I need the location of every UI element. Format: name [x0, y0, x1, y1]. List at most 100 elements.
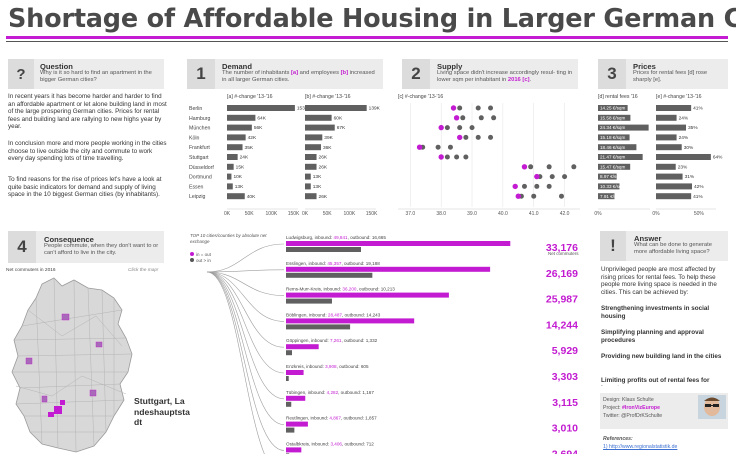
rental-fee-bar: [598, 163, 631, 170]
rent-change-bar: [656, 173, 683, 180]
credit-project: Project: #IronVizEurope: [603, 405, 660, 411]
city-label: Frankfurt: [189, 145, 210, 151]
neighbor-county[interactable]: [60, 400, 65, 405]
county-highlight[interactable]: [41, 395, 48, 403]
commuter-link: [206, 243, 285, 273]
legend-in: in = out: [190, 252, 211, 257]
answer-item-3: Providing new building land in the citie…: [601, 353, 722, 360]
reference-1[interactable]: 1) http://www.regionalstatistik.de: [603, 444, 678, 450]
answer-item-2: Simplifying planning and approval proced…: [601, 329, 704, 344]
rental-fee-value-label: 18.46 €/sqm: [600, 145, 625, 150]
inhabitants-tick: 50K: [245, 211, 255, 217]
living-space-tick: 37.0: [405, 211, 415, 217]
living-space-dot-2016: [456, 134, 463, 141]
commuter-region-label: Böblingen, inbound: 28,487, outbound: 14…: [286, 312, 381, 317]
prices-title: Prices: [633, 62, 656, 71]
commuter-link: [206, 271, 285, 451]
rent-change-bar: [656, 144, 682, 151]
inbound-bar[interactable]: [286, 318, 415, 324]
inhabitants-tick: 0K: [224, 211, 231, 217]
commuter-region-label: Tübingen, inbound: 4,282, outbound: 1,16…: [286, 390, 374, 395]
living-space-dot-past: [454, 154, 460, 160]
city-label: Köln: [189, 135, 199, 141]
supply-title: Supply: [437, 62, 463, 71]
living-space-dot-2016: [416, 144, 423, 150]
commuter-link: [206, 269, 285, 273]
outbound-bar[interactable]: [286, 272, 373, 278]
inbound-bar[interactable]: [286, 344, 319, 350]
rent-change-bar: [656, 163, 676, 170]
inhabitants-value-label: 153K: [297, 106, 309, 112]
city-label: Hamburg: [189, 116, 210, 122]
inhabitants-title: [a] #-change '13-'16: [227, 94, 273, 100]
answer-item-4: Limiting profits out of rental fees for …: [601, 377, 710, 386]
employees-value-label: 26K: [319, 155, 328, 161]
question-paragraph-1: In recent years it has become harder and…: [8, 93, 167, 131]
employees-value-label: 13K: [313, 174, 322, 180]
net-commuter-value: 2,694: [552, 448, 578, 454]
county-highlight[interactable]: [89, 389, 97, 397]
demand-title: Demand: [222, 62, 252, 71]
county-highlight[interactable]: [25, 357, 33, 365]
living-space-dot-past: [463, 154, 469, 160]
living-space-dot-past: [558, 193, 564, 199]
inhabitants-bar: [227, 114, 256, 121]
inhabitants-bar: [227, 144, 243, 151]
inbound-bar[interactable]: [286, 421, 308, 427]
living-space-dot-past: [546, 183, 552, 189]
net-commuter-value: 3,303: [552, 371, 578, 383]
rent-change-title: [e] #-change '13-'16: [656, 94, 702, 100]
employees-bar: [305, 163, 317, 170]
employees-tick: 150K: [366, 211, 378, 217]
living-space-dot-past: [457, 105, 463, 111]
living-space-dot-2016: [512, 183, 518, 190]
city-label: Essen: [189, 184, 204, 190]
title-rule: [6, 41, 728, 42]
references-title: References:: [603, 436, 633, 442]
rent-change-value-label: 35%: [688, 125, 698, 131]
answer-icon: !: [600, 231, 626, 261]
living-space-dot-past: [435, 144, 441, 150]
inbound-bar[interactable]: [286, 370, 304, 375]
legend-out: out > in: [190, 258, 211, 263]
commuter-link: [206, 271, 285, 322]
rental-fee-tick: 0%: [594, 211, 602, 217]
inhabitants-bar: [227, 163, 234, 170]
county-highlight[interactable]: [61, 313, 70, 321]
inbound-bar[interactable]: [286, 447, 302, 453]
inhabitants-value-label: 64K: [257, 115, 266, 121]
consequence-title: Consequence: [44, 235, 94, 244]
inbound-bar[interactable]: [286, 395, 306, 401]
county-highlight[interactable]: [95, 341, 103, 348]
outbound-bar[interactable]: [286, 401, 292, 407]
rental-fee-bar: [598, 124, 649, 131]
question-subtitle: Why is it so hard to find an apartment i…: [40, 70, 152, 83]
county-borders: [12, 277, 133, 453]
employees-bar: [305, 144, 321, 151]
outbound-bar[interactable]: [286, 427, 295, 433]
inhabitants-bar: [227, 193, 245, 200]
commuter-link: [206, 271, 285, 374]
outbound-bar[interactable]: [286, 376, 289, 381]
rental-fee-bar: [598, 114, 631, 121]
germany-commuter-map[interactable]: [2, 276, 142, 454]
outbound-bar[interactable]: [286, 324, 351, 330]
commuter-region-label: Reutlingen, inbound: 4,867, outbound: 1,…: [286, 416, 377, 421]
selected-county[interactable]: [54, 406, 62, 414]
rental-fee-value-label: 24.34 €/sqm: [600, 125, 625, 130]
neighbor-county[interactable]: [48, 412, 54, 417]
living-space-tick: 38.0: [436, 211, 446, 217]
question-icon: ?: [8, 59, 34, 89]
inbound-bar[interactable]: [286, 266, 491, 272]
employees-bar: [305, 124, 335, 131]
prices-number: 3: [598, 59, 626, 89]
outbound-bar[interactable]: [286, 298, 332, 304]
inbound-bar[interactable]: [286, 292, 449, 298]
answer-subtitle: What can be done to generate more afford…: [634, 242, 712, 255]
outbound-bar[interactable]: [286, 247, 361, 252]
rental-fee-bar: [598, 134, 630, 141]
outbound-bar[interactable]: [286, 350, 292, 356]
inbound-bar[interactable]: [286, 241, 511, 246]
living-space-dot-past: [444, 154, 450, 160]
